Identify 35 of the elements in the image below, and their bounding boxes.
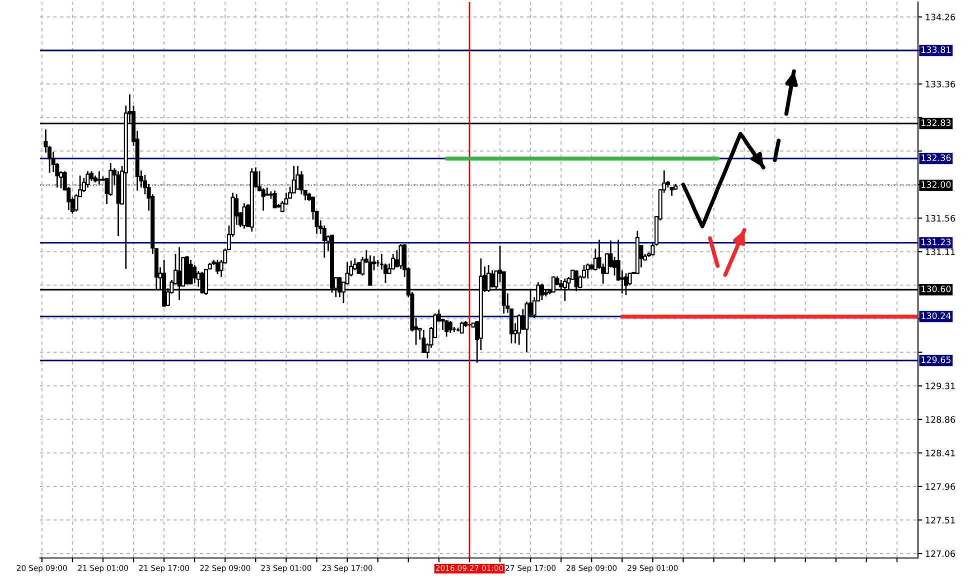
ref-line-label: 132.00 xyxy=(922,181,951,188)
candlestick xyxy=(398,244,403,270)
ref-line-label: 130.60 xyxy=(922,286,951,292)
candlestick xyxy=(188,259,193,286)
candlestick xyxy=(97,170,102,186)
ref-line-label: 129.65 xyxy=(922,356,950,364)
y-tick-label: 127.96 xyxy=(926,483,956,490)
candlestick xyxy=(296,165,300,191)
y-tick-label: 127.06 xyxy=(926,550,956,557)
candlestick xyxy=(242,202,246,230)
y-tick-label: 127.51 xyxy=(926,516,955,524)
candlestick xyxy=(322,224,326,258)
line-series xyxy=(681,132,766,228)
candlestick xyxy=(216,259,220,275)
candlestick xyxy=(444,320,449,338)
ref-line-label: 131.23 xyxy=(922,238,951,246)
candlestick xyxy=(74,194,78,212)
candlestick xyxy=(86,170,90,188)
y-tick-label: 128.86 xyxy=(926,416,956,423)
candlestick xyxy=(586,262,590,280)
y-tick-label: 134.26 xyxy=(926,14,956,20)
y-tick-label: 128.41 xyxy=(926,450,955,456)
ref-line-label: 132.36 xyxy=(922,154,951,162)
candlestick xyxy=(299,170,304,195)
ref-line-label: 133.81 xyxy=(922,46,950,53)
candlestick xyxy=(391,253,396,270)
candlestick xyxy=(192,264,197,284)
y-tick-label: 131.11 xyxy=(926,248,955,256)
ref-line-label: 130.24 xyxy=(922,312,951,320)
candlestick xyxy=(448,320,452,334)
y-tick-label: 129.31 xyxy=(926,382,955,390)
y-tick-label: 133.36 xyxy=(926,80,956,88)
candlestick xyxy=(272,190,277,208)
ref-line-label: 132.83 xyxy=(922,119,951,126)
y-tick-label: 131.56 xyxy=(926,214,956,222)
